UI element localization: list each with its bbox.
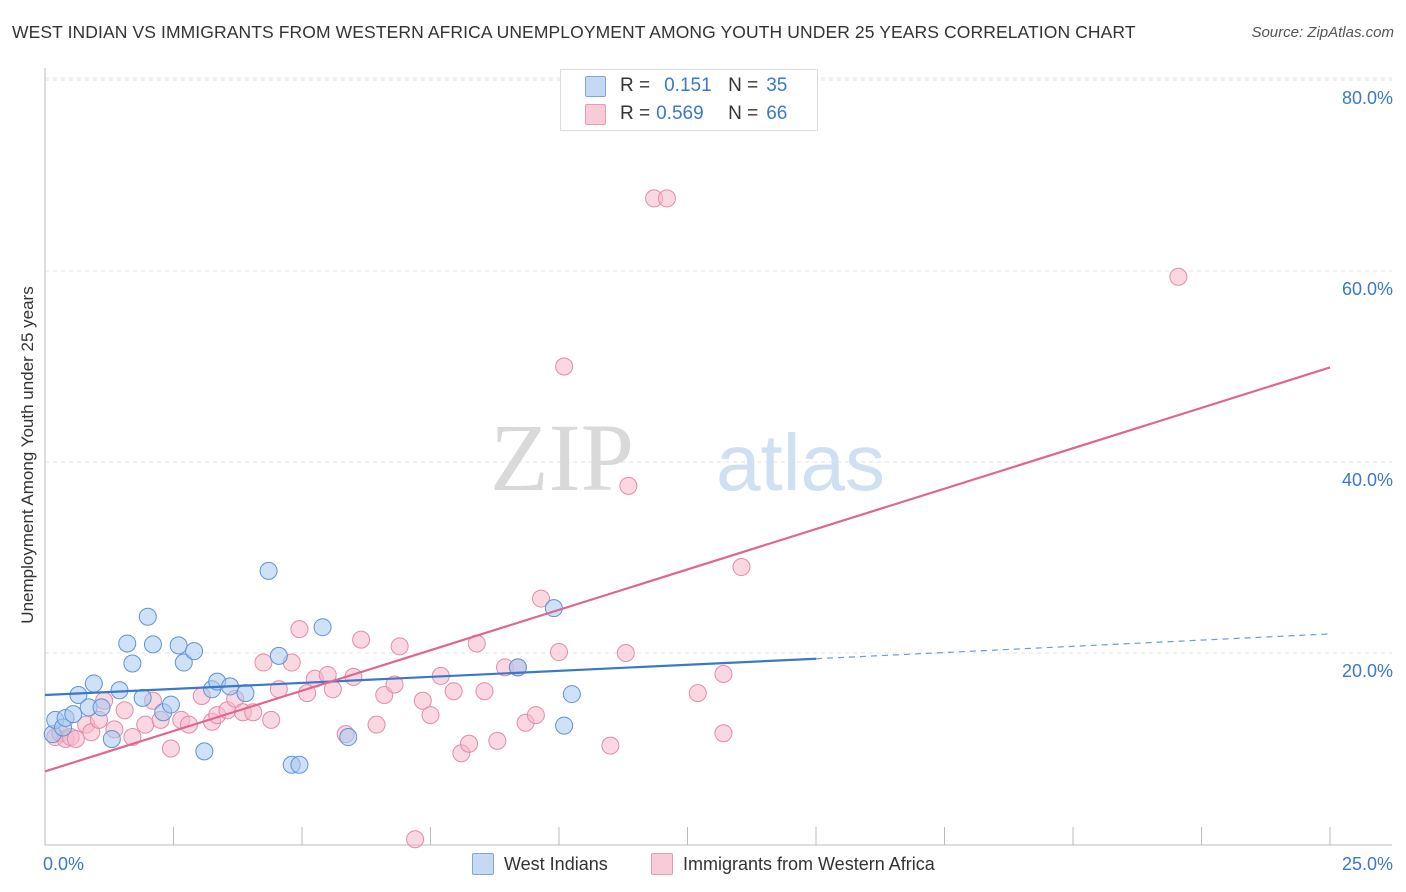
west-indian-point bbox=[339, 728, 358, 747]
immigrant-point bbox=[475, 682, 494, 701]
immigrant-trend-line bbox=[44, 366, 1331, 773]
legend-row-immigrants: R = 0.569 N = 66 bbox=[585, 102, 787, 126]
west-indian-point bbox=[161, 695, 180, 714]
west-indian-point bbox=[143, 635, 162, 654]
immigrant-point bbox=[444, 682, 463, 701]
west-indian-point bbox=[123, 654, 142, 673]
west-indian-point bbox=[133, 688, 152, 707]
immigrant-point bbox=[532, 589, 551, 608]
immigrant-point bbox=[390, 637, 409, 656]
series-label: Immigrants from Western Africa bbox=[683, 853, 935, 874]
immigrant-point bbox=[367, 715, 386, 734]
immigrant-point bbox=[413, 691, 432, 710]
west-indian-point bbox=[269, 646, 288, 665]
bottom-legend-immigrants: Immigrants from Western Africa bbox=[651, 852, 935, 876]
bottom-legend-west-indians: West Indians bbox=[472, 852, 608, 876]
west-indian-point bbox=[290, 755, 309, 774]
immigrant-point bbox=[406, 830, 425, 849]
r-label: R = bbox=[620, 75, 651, 96]
pink-swatch bbox=[585, 103, 606, 125]
immigrant-point bbox=[657, 189, 676, 208]
r-value: 0.151 bbox=[664, 75, 712, 96]
immigrant-point bbox=[421, 706, 440, 725]
r-value: 0.569 bbox=[656, 103, 704, 124]
axes bbox=[44, 68, 1392, 846]
west-indian-trend-line bbox=[44, 657, 817, 697]
immigrant-point bbox=[161, 739, 180, 758]
correlation-legend: R = 0.151 N = 35 R = 0.569 N = 66 bbox=[560, 69, 818, 131]
west-indian-point bbox=[118, 634, 137, 653]
west-indian-point bbox=[174, 653, 193, 672]
immigrant-point bbox=[254, 653, 273, 672]
trend-lines bbox=[44, 366, 1331, 773]
west-indian-point bbox=[64, 705, 83, 724]
west-indian-point bbox=[138, 607, 157, 626]
points-west-indians bbox=[43, 561, 581, 774]
immigrant-point bbox=[550, 643, 568, 662]
legend-row-west-indians: R = 0.151 N = 35 bbox=[585, 74, 787, 98]
immigrant-point bbox=[1169, 267, 1188, 286]
points-immigrants-western-africa bbox=[46, 189, 1188, 849]
west-indian-point bbox=[562, 685, 581, 704]
n-value: 66 bbox=[766, 103, 788, 124]
west-indian-point bbox=[169, 636, 188, 655]
source-label: Source: ZipAtlas.com bbox=[1251, 24, 1394, 41]
west-indian-point bbox=[195, 742, 214, 761]
n-label: N = bbox=[728, 103, 759, 124]
west-indian-point bbox=[185, 642, 204, 661]
immigrant-point bbox=[352, 630, 371, 649]
immigrant-point bbox=[619, 476, 638, 495]
y-tick-label: 40.0% bbox=[1342, 470, 1393, 490]
immigrant-point bbox=[616, 644, 635, 662]
y-tick-label: 60.0% bbox=[1342, 279, 1393, 299]
west-indian-point bbox=[84, 674, 103, 693]
chart-title: WEST INDIAN VS IMMIGRANTS FROM WESTERN A… bbox=[12, 22, 1136, 42]
tick-labels: 20.0% 40.0% 60.0% 80.0% 0.0% 25.0% bbox=[43, 88, 1393, 874]
immigrant-point bbox=[136, 715, 155, 734]
immigrant-point bbox=[385, 675, 404, 694]
west-indian-point bbox=[92, 698, 111, 717]
immigrant-point bbox=[123, 728, 142, 747]
immigrant-point bbox=[290, 620, 309, 639]
immigrant-point bbox=[298, 684, 317, 703]
y-tick-label: 20.0% bbox=[1342, 661, 1393, 681]
n-label: N = bbox=[728, 75, 759, 96]
immigrant-point bbox=[526, 706, 545, 725]
immigrant-point bbox=[714, 724, 733, 743]
x-tick-label-start: 0.0% bbox=[43, 854, 84, 874]
immigrant-point bbox=[555, 357, 574, 376]
watermark-zip: ZIP bbox=[490, 404, 634, 511]
west-indian-point bbox=[69, 686, 88, 705]
blue-swatch bbox=[472, 853, 494, 875]
immigrant-point bbox=[115, 701, 134, 720]
immigrant-point bbox=[262, 710, 281, 729]
west-indian-point bbox=[313, 618, 332, 637]
immigrant-point bbox=[460, 734, 479, 753]
y-tick-label: 80.0% bbox=[1342, 88, 1393, 108]
pink-swatch bbox=[651, 853, 673, 875]
series-label: West Indians bbox=[504, 853, 608, 874]
r-label: R = bbox=[620, 103, 651, 124]
gridlines bbox=[45, 77, 1392, 654]
watermark-atlas: atlas bbox=[716, 418, 885, 507]
immigrant-point bbox=[714, 665, 733, 684]
immigrant-point bbox=[66, 729, 85, 748]
immigrant-point bbox=[688, 684, 707, 703]
immigrant-point bbox=[601, 736, 620, 755]
west-indian-point bbox=[555, 716, 574, 735]
immigrant-point bbox=[488, 731, 507, 750]
west-indian-point bbox=[102, 729, 121, 748]
blue-swatch bbox=[585, 75, 606, 97]
west-indian-point bbox=[259, 561, 278, 580]
watermark: ZIP atlas bbox=[490, 404, 885, 511]
west-indian-point bbox=[236, 684, 255, 703]
x-tick-label-end: 25.0% bbox=[1342, 854, 1393, 874]
n-value: 35 bbox=[766, 75, 788, 96]
immigrant-point bbox=[732, 558, 751, 577]
west-indian-trend-extension bbox=[815, 633, 1331, 660]
